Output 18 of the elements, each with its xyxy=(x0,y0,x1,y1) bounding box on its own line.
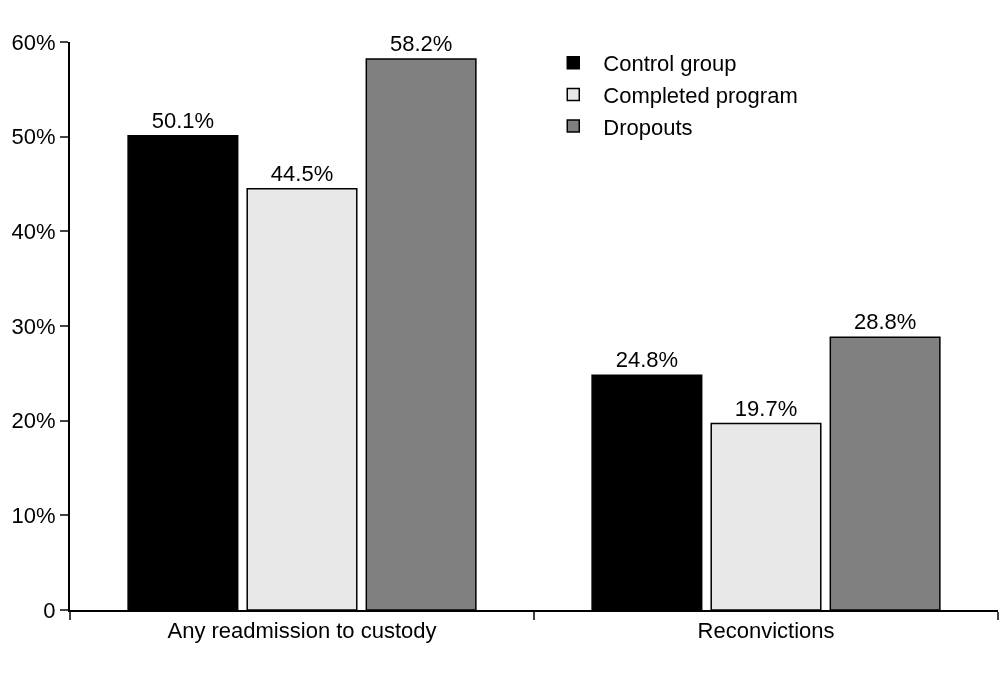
data-label: 44.5% xyxy=(270,160,334,186)
legend-label: Control group xyxy=(603,51,737,77)
x-tick-label: Reconvictions xyxy=(697,618,835,644)
y-tick-label: 0 xyxy=(43,597,56,623)
y-tick-label: 30% xyxy=(11,313,56,339)
data-label: 58.2% xyxy=(389,31,453,57)
data-label: 24.8% xyxy=(615,347,679,373)
data-label: 50.1% xyxy=(151,107,215,133)
legend-label: Completed program xyxy=(603,82,798,108)
y-tick-label: 60% xyxy=(11,29,56,55)
data-label: 28.8% xyxy=(853,309,917,335)
y-tick-label: 20% xyxy=(11,408,56,434)
x-tick-label: Any readmission to custody xyxy=(167,618,437,644)
y-tick-label: 40% xyxy=(11,219,56,245)
legend-label: Dropouts xyxy=(603,114,693,140)
y-tick-label: 50% xyxy=(11,124,56,150)
y-tick-label: 10% xyxy=(11,503,56,529)
data-label: 19.7% xyxy=(734,395,798,421)
